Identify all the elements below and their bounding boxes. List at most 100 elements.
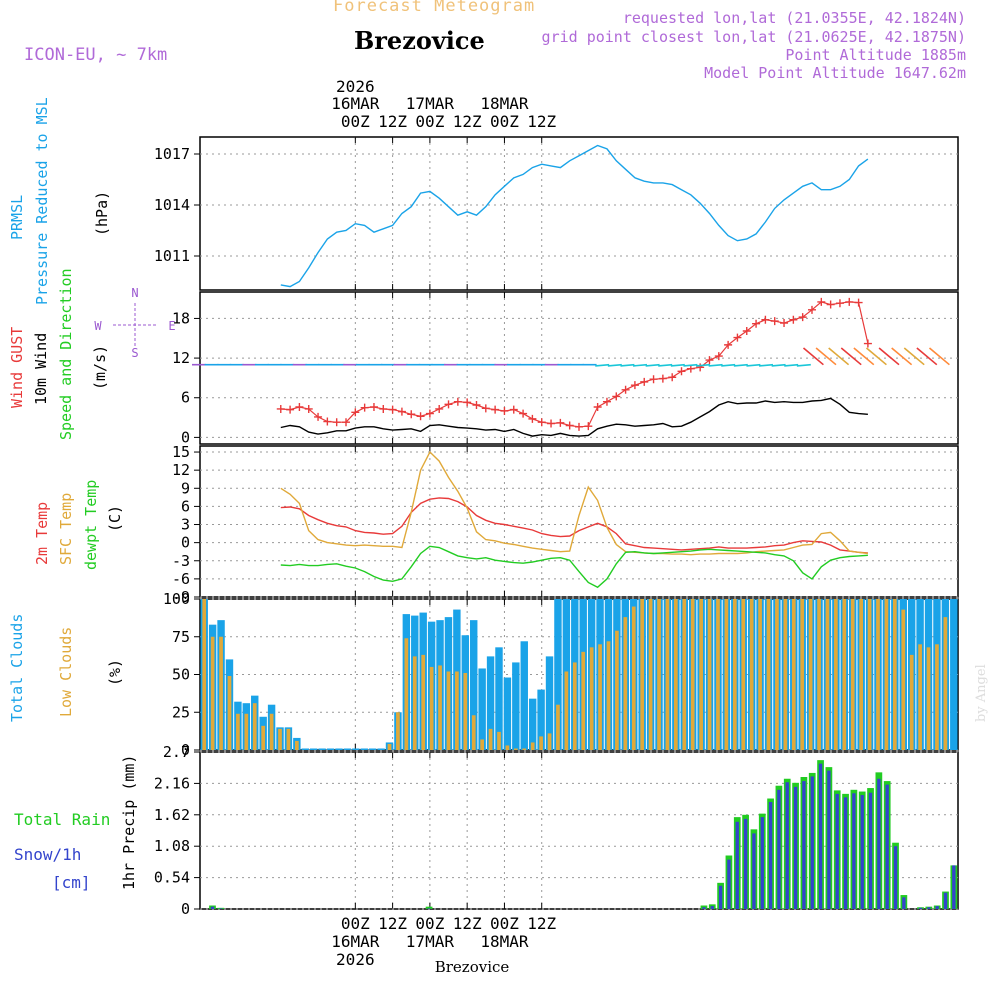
- snow-bar: [802, 781, 806, 909]
- label-ms: (m/s): [91, 345, 109, 390]
- low-cloud-bar: [202, 599, 207, 750]
- low-cloud-bar: [480, 739, 484, 750]
- wind-direction-arrow: [721, 363, 736, 367]
- bottom-year-label: 2026: [336, 950, 375, 969]
- low-cloud-bar: [387, 743, 392, 750]
- wind-direction-arrow: [670, 363, 685, 367]
- low-cloud-bar: [850, 599, 855, 750]
- low-cloud-bar: [690, 599, 695, 750]
- low-cloud-bar: [252, 703, 257, 750]
- gust-marker: [463, 398, 472, 407]
- low-cloud-bar: [513, 748, 518, 750]
- low-cloud-bar: [615, 630, 619, 750]
- top-time-label: 00Z: [415, 112, 444, 131]
- y-tick-label: 75: [172, 628, 190, 646]
- wind-direction-arrow: [853, 347, 875, 366]
- snow-bar: [868, 792, 873, 909]
- low-cloud-bar: [261, 725, 266, 750]
- wind-direction-arrow: [891, 347, 913, 366]
- low-cloud-bar: [631, 606, 636, 750]
- gust-marker: [845, 297, 854, 306]
- low-cloud-bar: [269, 713, 274, 750]
- gust-marker: [491, 405, 500, 414]
- bottom-time-label: 00Z: [341, 914, 370, 933]
- gust-marker: [276, 404, 285, 413]
- gust-marker: [519, 409, 528, 418]
- wind-direction-arrow: [815, 347, 837, 366]
- low-cloud-bar: [791, 599, 796, 750]
- y-tick-label: 2.16: [154, 774, 190, 792]
- low-cloud-bar: [699, 599, 703, 750]
- low-cloud-bar: [918, 644, 922, 750]
- wind-direction-arrow: [658, 363, 673, 367]
- rain-bar: [425, 906, 433, 909]
- top-time-label: 12Z: [453, 112, 482, 131]
- low-cloud-bar: [758, 599, 762, 750]
- gust-marker: [397, 407, 406, 416]
- watermark: by Angel: [974, 664, 989, 722]
- wind-direction-arrow: [828, 347, 850, 366]
- top-date-label: 16MAR: [331, 94, 380, 113]
- low-cloud-bar: [446, 671, 451, 750]
- gust-marker: [369, 402, 378, 411]
- gust-marker: [342, 418, 351, 427]
- total-cloud-bar: [377, 748, 385, 750]
- bottom-time-label: 00Z: [490, 914, 519, 933]
- total-cloud-bar: [352, 748, 360, 750]
- footer-location: Brezovice: [435, 958, 510, 976]
- gust-marker: [360, 403, 369, 412]
- gust-marker: [826, 300, 835, 309]
- low-cloud-bar: [581, 651, 586, 750]
- gust-marker: [584, 422, 593, 431]
- low-cloud-bar: [800, 599, 805, 750]
- total-cloud-bar: [520, 641, 528, 750]
- snow-bar: [843, 797, 848, 909]
- label-10m-wind: 10m Wind: [32, 333, 50, 405]
- wind-direction-arrow: [771, 363, 786, 367]
- gust-marker: [565, 421, 574, 430]
- y-tick-label: 50: [172, 666, 190, 684]
- gust-marker: [286, 405, 295, 414]
- y-tick-label: 0: [181, 900, 190, 918]
- low-cloud-bar: [286, 728, 291, 750]
- snow-bar: [918, 907, 923, 909]
- snow-bar: [710, 906, 714, 909]
- snow-bar: [943, 892, 948, 909]
- gust-marker: [304, 404, 313, 413]
- y-tick-label: 0: [181, 534, 190, 552]
- low-cloud-bar: [455, 671, 459, 750]
- total-cloud-bar: [309, 748, 318, 750]
- low-cloud-bar: [775, 599, 779, 750]
- legend-total-rain: Total Rain: [14, 810, 110, 829]
- low-cloud-bar: [227, 676, 232, 750]
- low-cloud-bar: [842, 599, 847, 750]
- y-tick-label: 3: [181, 516, 190, 534]
- total-cloud-bar: [950, 599, 958, 750]
- snow-bar: [852, 793, 856, 909]
- low-cloud-bar: [505, 745, 510, 750]
- low-cloud-bar: [463, 672, 468, 750]
- label-prmsl: PRMSL: [8, 195, 26, 240]
- low-cloud-bar: [909, 654, 914, 750]
- snow-bar: [827, 770, 831, 909]
- low-cloud-bar: [210, 636, 215, 750]
- wind-direction-arrow: [865, 347, 887, 366]
- bottom-date-label: 17MAR: [406, 932, 455, 951]
- y-tick-label: 6: [181, 389, 190, 407]
- low-cloud-bar: [547, 733, 552, 750]
- gust-marker: [351, 408, 360, 417]
- total-cloud-bar: [554, 599, 562, 750]
- gust-marker: [621, 385, 630, 394]
- snow-bar: [727, 859, 731, 909]
- gust-marker: [724, 340, 733, 349]
- low-cloud-bar: [412, 656, 417, 750]
- gust-marker: [612, 392, 621, 401]
- y-tick-label: 25: [172, 703, 190, 721]
- wind-direction-arrow: [802, 347, 824, 366]
- low-cloud-bar: [497, 731, 501, 750]
- top-time-label: 00Z: [490, 112, 519, 131]
- low-cloud-bar: [808, 599, 813, 750]
- label-2m-temp: 2m Temp: [33, 502, 51, 565]
- total-cloud-bar: [486, 656, 495, 750]
